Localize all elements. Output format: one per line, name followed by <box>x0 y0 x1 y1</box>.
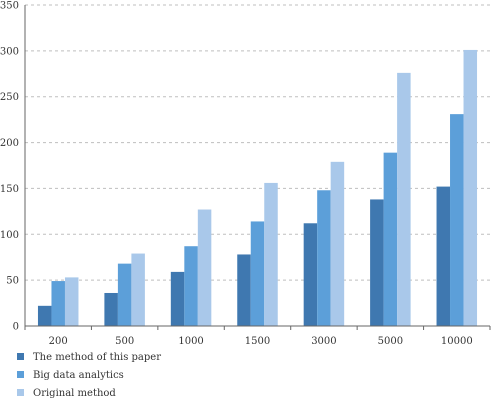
bar <box>450 114 464 326</box>
legend-label: Original method <box>33 388 116 399</box>
legend-label: The method of this paper <box>33 352 161 363</box>
bar <box>463 49 478 326</box>
bar <box>250 221 265 326</box>
x-tick-label: 500 <box>115 336 134 347</box>
y-tick-label: 150 <box>0 184 19 195</box>
legend-swatch <box>17 353 24 360</box>
bar <box>64 277 79 326</box>
bar <box>37 305 52 326</box>
axes: 0 50 100 150 200 250 300 350 200 500 1000 1500 3000 5… <box>0 1 491 347</box>
legend-swatch <box>17 389 24 396</box>
x-tick-label: 1000 <box>178 336 203 347</box>
bar <box>131 253 145 326</box>
bar <box>370 199 384 326</box>
y-tick-label: 250 <box>0 92 19 103</box>
bar <box>184 246 198 326</box>
y-tick-label: 350 <box>0 1 19 12</box>
legend-label: Big data analytics <box>33 370 124 381</box>
bar <box>51 281 65 326</box>
y-tick-label: 200 <box>0 138 19 149</box>
bar <box>237 254 251 326</box>
bar <box>436 186 451 326</box>
legend: The method of this paper Big data analyti… <box>17 352 161 399</box>
x-tick-label: 1500 <box>245 336 270 347</box>
bars <box>37 49 478 327</box>
y-tick-label: 300 <box>0 46 19 57</box>
x-tick-label: 10000 <box>441 336 473 347</box>
bar <box>104 292 118 326</box>
x-tick-label: 3000 <box>311 336 336 347</box>
bar <box>330 161 345 326</box>
legend-swatch <box>17 371 24 378</box>
bar <box>117 263 132 326</box>
y-tick-label: 50 <box>6 276 19 287</box>
y-tick-label: 0 <box>13 322 19 333</box>
x-tick-label: 5000 <box>378 336 403 347</box>
bar <box>264 182 278 326</box>
bar <box>170 271 185 326</box>
bar <box>397 72 411 327</box>
x-tick-label: 200 <box>49 336 68 347</box>
bar <box>303 223 318 326</box>
bar <box>317 190 331 326</box>
bar <box>383 152 398 326</box>
y-tick-label: 100 <box>0 230 19 241</box>
bar <box>197 209 212 326</box>
